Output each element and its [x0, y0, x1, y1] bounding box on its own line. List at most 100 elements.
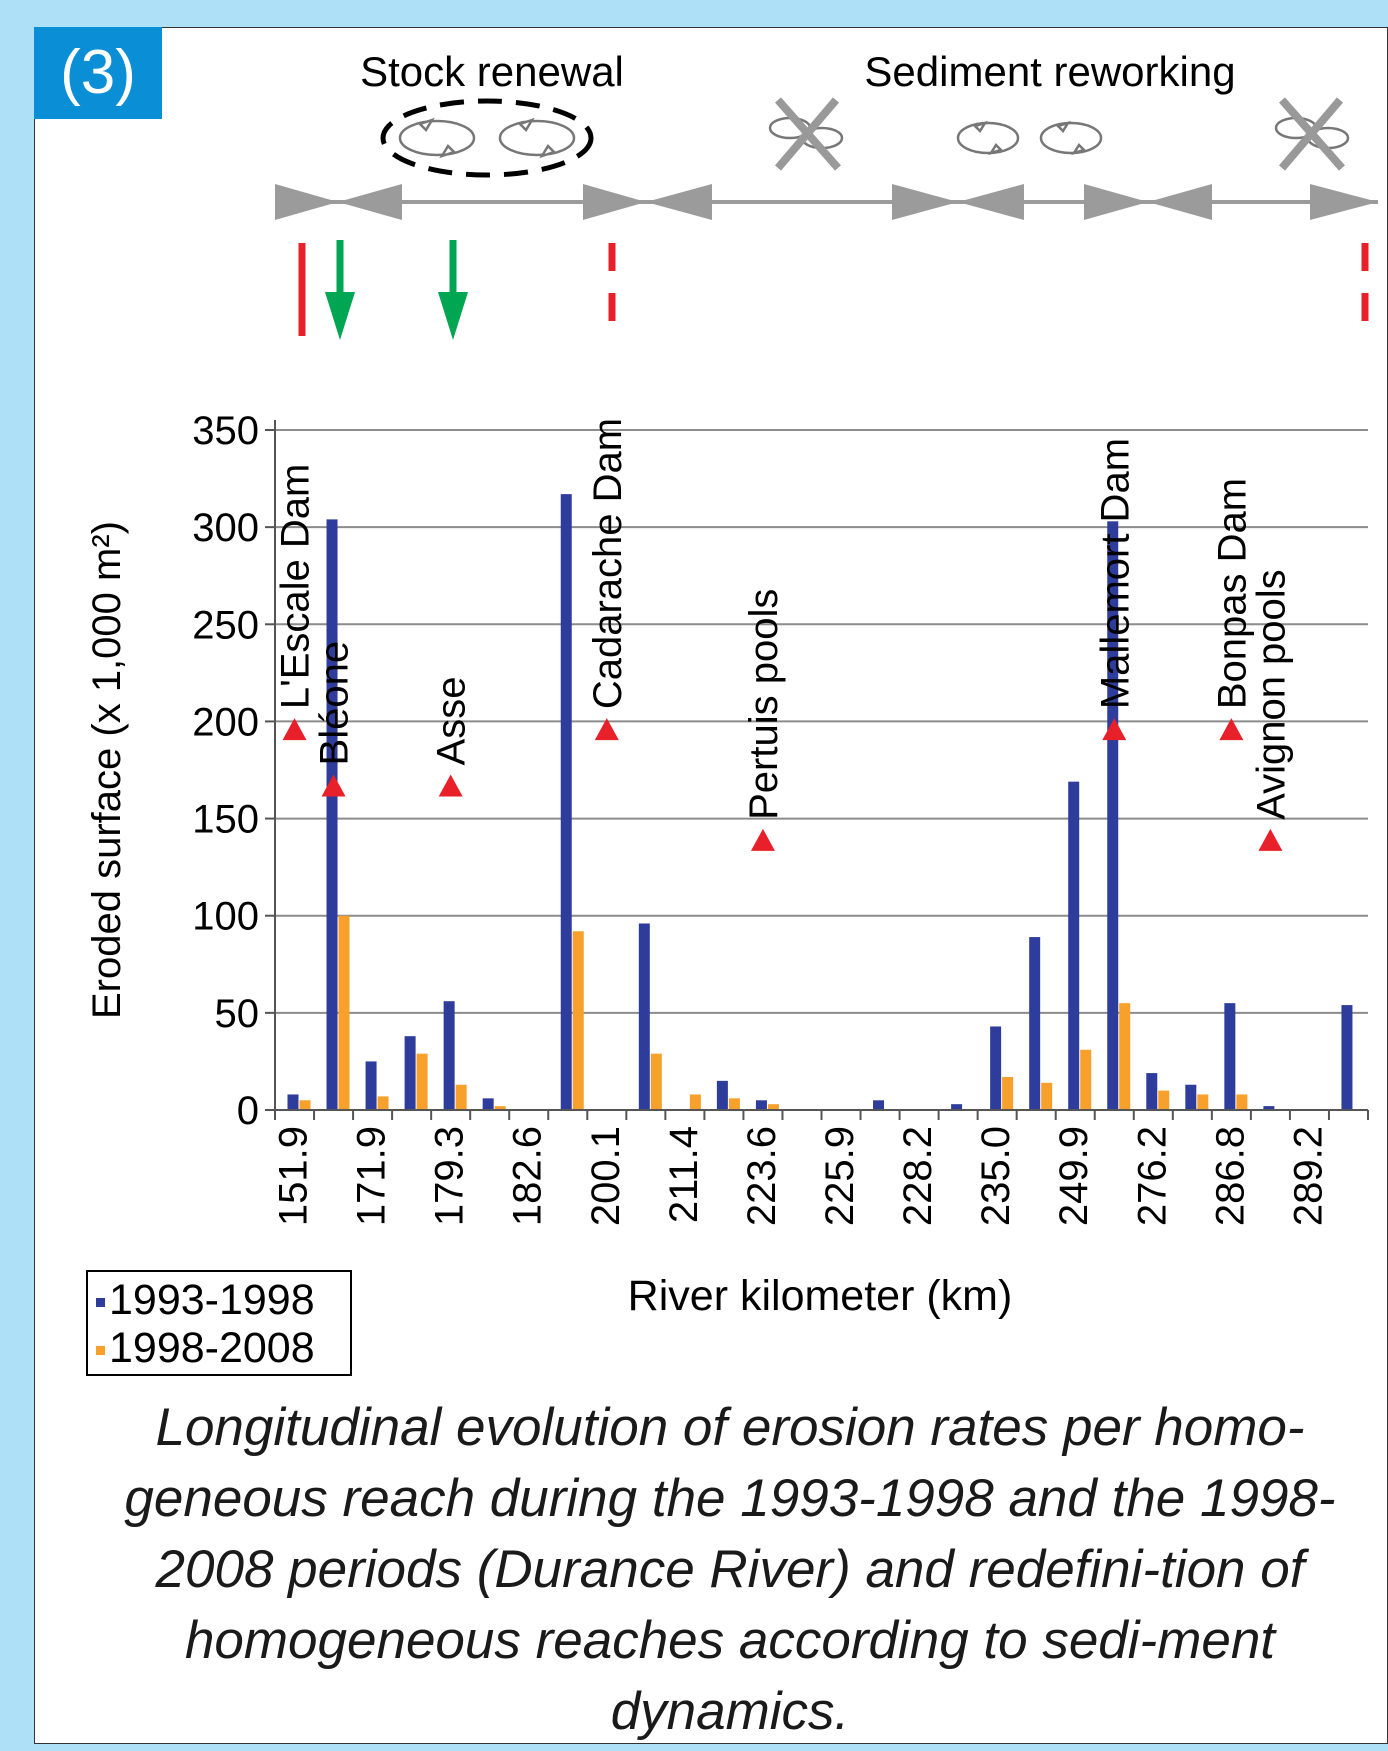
tributary-arrow-icon: [438, 240, 468, 340]
x-tick-label: 289.2: [1286, 1126, 1330, 1226]
site-marker: [750, 828, 775, 851]
y-tick-label: 350: [192, 409, 259, 453]
bar: [716, 1080, 728, 1110]
stock-renewal-label: Stock renewal: [360, 48, 624, 95]
bar: [338, 915, 350, 1110]
crossed-cycle-icon: [1274, 97, 1350, 171]
figure-frame: [34, 27, 1388, 1744]
site-label: Avignon pools: [1249, 569, 1293, 820]
legend-item: 1998-2008: [96, 1324, 350, 1372]
site-marker: [1258, 828, 1283, 851]
reach-arrows: [275, 184, 1378, 220]
y-tick-label: 200: [192, 700, 259, 744]
x-tick-label: 225.9: [818, 1126, 862, 1226]
bar: [1107, 521, 1119, 1110]
x-tick-label: 182.6: [506, 1126, 550, 1226]
bar: [377, 1096, 389, 1110]
bar: [416, 1053, 428, 1110]
bar: [1158, 1090, 1170, 1110]
bar: [1002, 1076, 1014, 1110]
bar: [767, 1104, 779, 1110]
y-tick-label: 300: [192, 506, 259, 550]
site-marker: [282, 718, 307, 741]
site-label: Pertuis pools: [742, 589, 786, 820]
legend-label: 1998-2008: [109, 1324, 315, 1372]
chart: Stock renewal Sediment reworking: [85, 48, 1378, 1320]
site-label: Bonpas Dam: [1210, 478, 1254, 709]
site-label: L'Escale Dam: [274, 464, 318, 710]
bar: [1119, 1003, 1131, 1110]
cycle-icon: [398, 117, 576, 159]
bar: [572, 931, 584, 1110]
y-tick-label: 0: [237, 1089, 259, 1133]
sediment-reworking-label: Sediment reworking: [864, 48, 1235, 95]
bar: [1341, 1005, 1353, 1110]
figure-caption: Longitudinal evolution of erosion rates …: [124, 1398, 1336, 1741]
y-tick-label: 250: [192, 603, 259, 647]
cycle-icon: [956, 120, 1103, 156]
site-label: Bléone: [313, 641, 357, 766]
site-label: Mallemort Dam: [1093, 438, 1137, 709]
y-tick-label: 100: [192, 895, 259, 939]
tributary-arrow-icon: [325, 240, 355, 340]
bar: [455, 1084, 467, 1110]
legend-label: 1993-1998: [109, 1276, 315, 1324]
x-tick-label: 249.9: [1052, 1126, 1096, 1226]
site-marker: [1102, 718, 1127, 741]
x-tick-label: 200.1: [584, 1126, 628, 1226]
x-tick-label: 151.9: [272, 1126, 316, 1226]
bar: [365, 1061, 377, 1110]
site-label: Asse: [430, 677, 474, 766]
bar: [299, 1100, 311, 1110]
bar: [873, 1100, 885, 1110]
bar: [1236, 1094, 1248, 1110]
site-marker: [1219, 718, 1244, 741]
bar: [1041, 1082, 1053, 1110]
x-axis-label: River kilometer (km): [628, 1272, 1013, 1320]
bar: [1197, 1094, 1209, 1110]
legend-swatch: [96, 1298, 105, 1308]
x-tick-label: 276.2: [1130, 1126, 1174, 1226]
bar: [494, 1106, 506, 1110]
bar: [326, 519, 338, 1110]
crossed-cycle-icon: [768, 97, 844, 171]
x-tick-label: 286.8: [1208, 1126, 1252, 1226]
x-tick-label: 171.9: [350, 1126, 394, 1226]
bar: [638, 923, 650, 1110]
y-axis-label: Eroded surface (x 1,000 m²): [85, 521, 129, 1019]
x-tick-label: 235.0: [974, 1126, 1018, 1226]
site-marker: [321, 774, 346, 797]
bar: [728, 1098, 740, 1110]
bar: [990, 1026, 1002, 1110]
bar: [1185, 1084, 1197, 1110]
bar: [560, 494, 572, 1111]
bar: [1224, 1003, 1236, 1110]
bar: [755, 1100, 767, 1110]
bar: [1146, 1073, 1158, 1110]
bar: [689, 1094, 701, 1110]
bar: [1029, 937, 1041, 1110]
bar: [1068, 781, 1080, 1110]
y-tick-label: 150: [192, 798, 259, 842]
bar: [404, 1036, 416, 1110]
bar: [287, 1094, 299, 1110]
x-tick-label: 228.2: [896, 1126, 940, 1226]
bar: [1263, 1106, 1275, 1110]
legend-item: 1993-1998: [96, 1276, 350, 1324]
legend: 1993-1998 1998-2008: [86, 1270, 352, 1376]
x-tick-label: 211.4: [662, 1126, 706, 1223]
y-tick-label: 50: [215, 992, 260, 1036]
legend-swatch: [96, 1346, 105, 1356]
x-tick-label: 179.3: [428, 1126, 472, 1226]
x-tick-label: 223.6: [740, 1126, 784, 1226]
bar: [650, 1053, 662, 1110]
site-label: Cadarache Dam: [586, 418, 630, 709]
bar: [1080, 1049, 1092, 1110]
bar: [482, 1098, 494, 1110]
site-marker: [594, 718, 619, 741]
dashed-ellipse-icon: [380, 98, 594, 178]
bar: [951, 1104, 963, 1110]
site-marker: [438, 774, 463, 797]
panel-label: (3): [34, 27, 162, 119]
bar: [443, 1001, 455, 1110]
